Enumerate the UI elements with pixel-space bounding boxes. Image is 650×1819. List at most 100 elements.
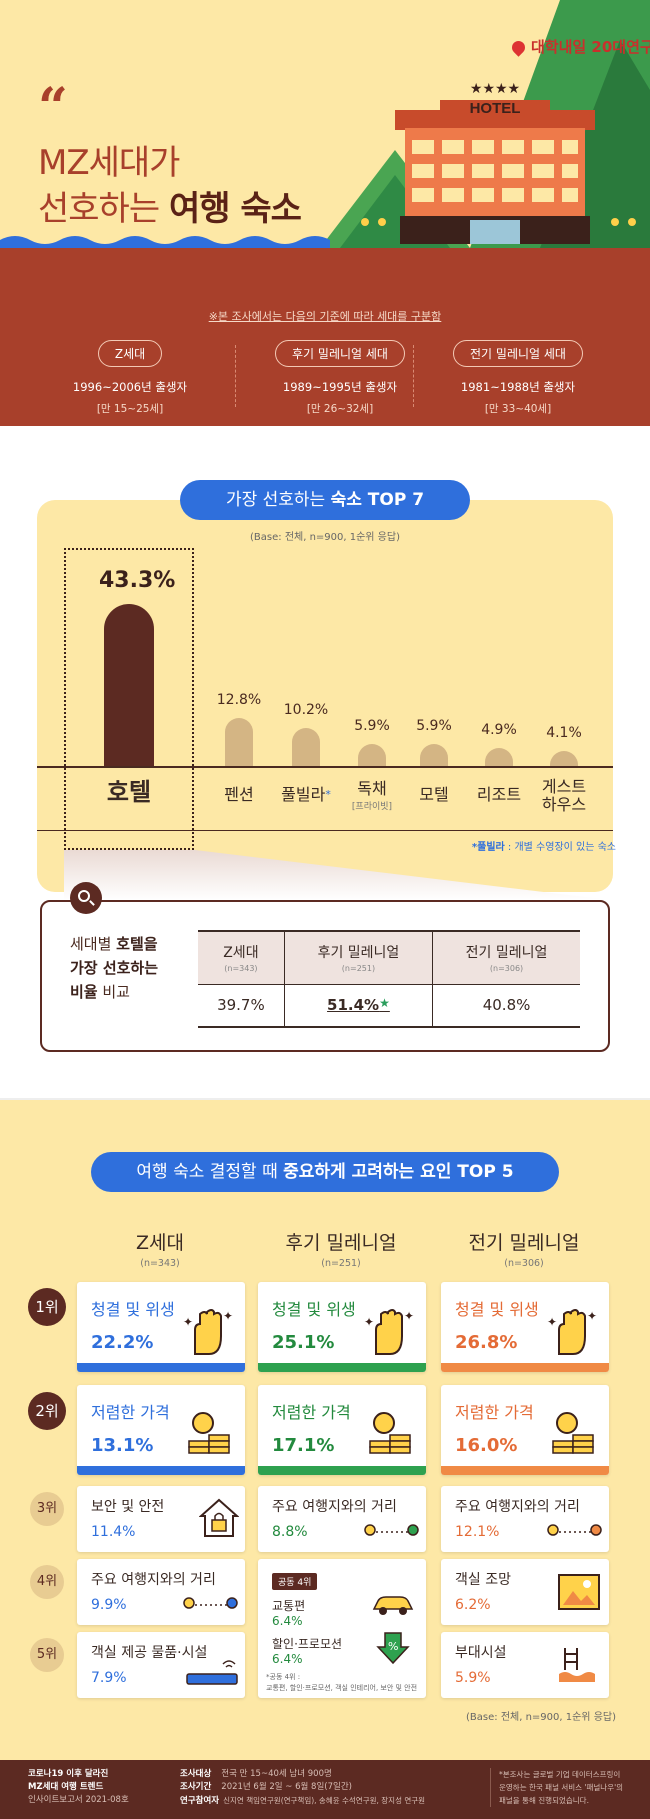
factor-value: 5.9% [455,1670,491,1686]
generation-years: 1989~1995년 출생자 [282,380,398,394]
route-pins-icon [547,1524,602,1536]
clean-hand-icon: ✦ ✦ [364,1309,414,1355]
hero-illustration: HOTEL ★★★★ [0,0,650,248]
info-value: 신지연 책임연구원(연구책임), 송혜윤 수석연구원, 장지성 연구원 [223,1796,426,1805]
tie-label-a: 교통편 [272,1599,306,1613]
table-header: 후기 밀레니얼 (n=251) [283,930,433,984]
bar [292,728,320,766]
factor-label: 객실 조망 [455,1572,511,1588]
bar-value-label: 12.8% [216,692,262,708]
column-name: 전기 밀레니얼 [468,1232,580,1254]
card-stripe [441,1466,609,1475]
factor-value: 22.2% [91,1332,154,1353]
factor-value: 25.1% [272,1332,335,1353]
tie-value-b: 6.4% [272,1652,303,1666]
factor-value: 8.8% [272,1524,308,1540]
hero-banner: HOTEL ★★★★ “ MZ세대가 선호하는 여행 숙소 대학내일 20대연구… [0,0,650,248]
factor-card-z-4: 주요 여행지와의 거리 9.9% [77,1559,245,1625]
title-line-2a: 선호하는 [38,189,169,229]
factor-label: 주요 여행지와의 거리 [455,1499,580,1515]
comparison-table: Z세대 (n=343) 후기 밀레니얼 (n=251) 전기 밀레니얼 (n=306)… [198,930,580,1028]
bar-value-label: 10.2% [283,702,329,718]
card-stripe [258,1363,426,1372]
q3a: 비율 [70,983,98,1001]
column-header-z: Z세대 (n=343) [85,1228,235,1269]
factor-card-late-3: 주요 여행지와의 거리 8.8% [258,1486,426,1552]
card-stripe [77,1363,245,1372]
top5-title-b: 중요하게 고려하는 요인 TOP 5 [283,1162,514,1182]
factor-card-late-1: 청결 및 위생 25.1% ✦ ✦ [258,1282,426,1372]
title-line-2: 선호하는 여행 숙소 [38,186,302,232]
info-key: 연구참여자 [180,1796,220,1806]
card-stripe [77,1466,245,1475]
factor-card-z-3: 보안 및 안전 11.4% [77,1486,245,1552]
hotel-highlight-frame [64,548,194,850]
top5-title-a: 여행 숙소 결정할 때 [136,1162,284,1182]
tie-label-b: 할인·프로모션 [272,1637,343,1651]
generation-note: ※본 조사에서는 다음의 기준에 따라 세대를 구분함 [208,310,442,323]
bar [550,751,578,766]
coin-stack-icon [369,1412,411,1454]
generation-age: [만 15~25세] [96,403,164,415]
q3b: 비교 [97,983,130,1001]
factor-value: 16.0% [455,1435,518,1456]
footer-survey-info: 조사대상 전국 만 15~40세 남녀 900명 조사기간 2021년 6월 2일 … [180,1768,480,1808]
factor-card-early-1: 청결 및 위생 26.8% ✦ ✦ [441,1282,609,1372]
generation-age: [만 26~32세] [306,403,374,415]
footer: 코로나19 이후 달라진 MZ세대 여행 트렌드 인사이트보고서 2021-08… [0,1760,650,1819]
category-label: 모텔 [419,785,449,804]
rank-badge-3: 3위 [30,1492,64,1526]
view-picture-icon [558,1574,600,1610]
top7-title-a: 가장 선호하는 [225,490,331,510]
bar [358,744,386,766]
rank-badge-5: 5위 [30,1638,64,1672]
section-separator [0,1098,650,1100]
category-label: 풀빌라* [281,785,331,804]
generation-years: 1981~1988년 출생자 [460,380,576,394]
footer-report: 코로나19 이후 달라진 MZ세대 여행 트렌드 인사이트보고서 2021-08… [28,1768,158,1807]
factor-label: 청결 및 위생 [91,1300,175,1319]
question-line-3: 비율 비교 [70,980,158,1004]
footer-line-3: 인사이트보고서 2021-08호 [28,1795,129,1805]
divider [413,345,414,407]
title-line-2b: 여행 숙소 [168,189,302,229]
route-pins-icon [364,1524,419,1536]
footer-line-2: MZ세대 여행 트렌드 [28,1782,104,1792]
factor-value: 26.8% [455,1332,518,1353]
header-n: (n=251) [341,964,376,974]
pool-ladder-icon [559,1648,595,1682]
factor-card-late-4-tie: 공동 4위 교통편 6.4% 할인·프로모션 6.4% % *공동 4위 : 교… [258,1559,426,1698]
question-line-1: 세대별 호텔을 [70,932,158,956]
cell-value: 51.4% [327,996,380,1015]
factor-card-z-2: 저렴한 가격 13.1% [77,1385,245,1475]
category-label: 호텔 [106,778,152,806]
chart-category-line [37,830,613,831]
top7-title-b: 숙소 TOP 7 [330,490,425,510]
factor-label: 저렴한 가격 [91,1403,170,1422]
bar-value-label: 5.9% [354,718,390,734]
column-n: (n=251) [321,1258,361,1269]
column-n: (n=306) [504,1258,544,1269]
svg-text:✦: ✦ [364,1315,374,1329]
factor-value: 17.1% [272,1435,335,1456]
header-name: Z세대 [223,945,259,962]
table-header: 전기 밀레니얼 (n=306) [432,930,580,984]
factor-value: 6.2% [455,1597,491,1613]
brand-logo: 대학내일 20대연구소 [509,36,650,57]
generation-years: 1996~2006년 출생자 [72,380,188,394]
info-key: 조사대상 [180,1769,212,1779]
tie-note-1: *공동 4위 : [266,1673,301,1681]
factor-value: 12.1% [455,1524,500,1540]
column-n: (n=343) [140,1258,180,1269]
category-label: 펜션 [224,785,254,804]
generation-early-millennial: 전기 밀레니얼 세대 1981~1988년 출생자 [만 33~40세] [428,340,608,416]
svg-text:✦: ✦ [183,1315,193,1329]
card-stripe [258,1466,426,1475]
factor-label: 주요 여행지와의 거리 [272,1499,397,1515]
footnote-key: *풀빌라 [471,842,505,853]
factor-label: 객실 제공 물품·시설 [91,1645,208,1661]
route-pins-icon [183,1597,238,1609]
column-name: 후기 밀레니얼 [285,1232,397,1254]
top7-base: (Base: 전체, n=900, 1순위 응답) [250,532,400,543]
factor-card-z-1: 청결 및 위생 22.2% ✦ ✦ [77,1282,245,1372]
